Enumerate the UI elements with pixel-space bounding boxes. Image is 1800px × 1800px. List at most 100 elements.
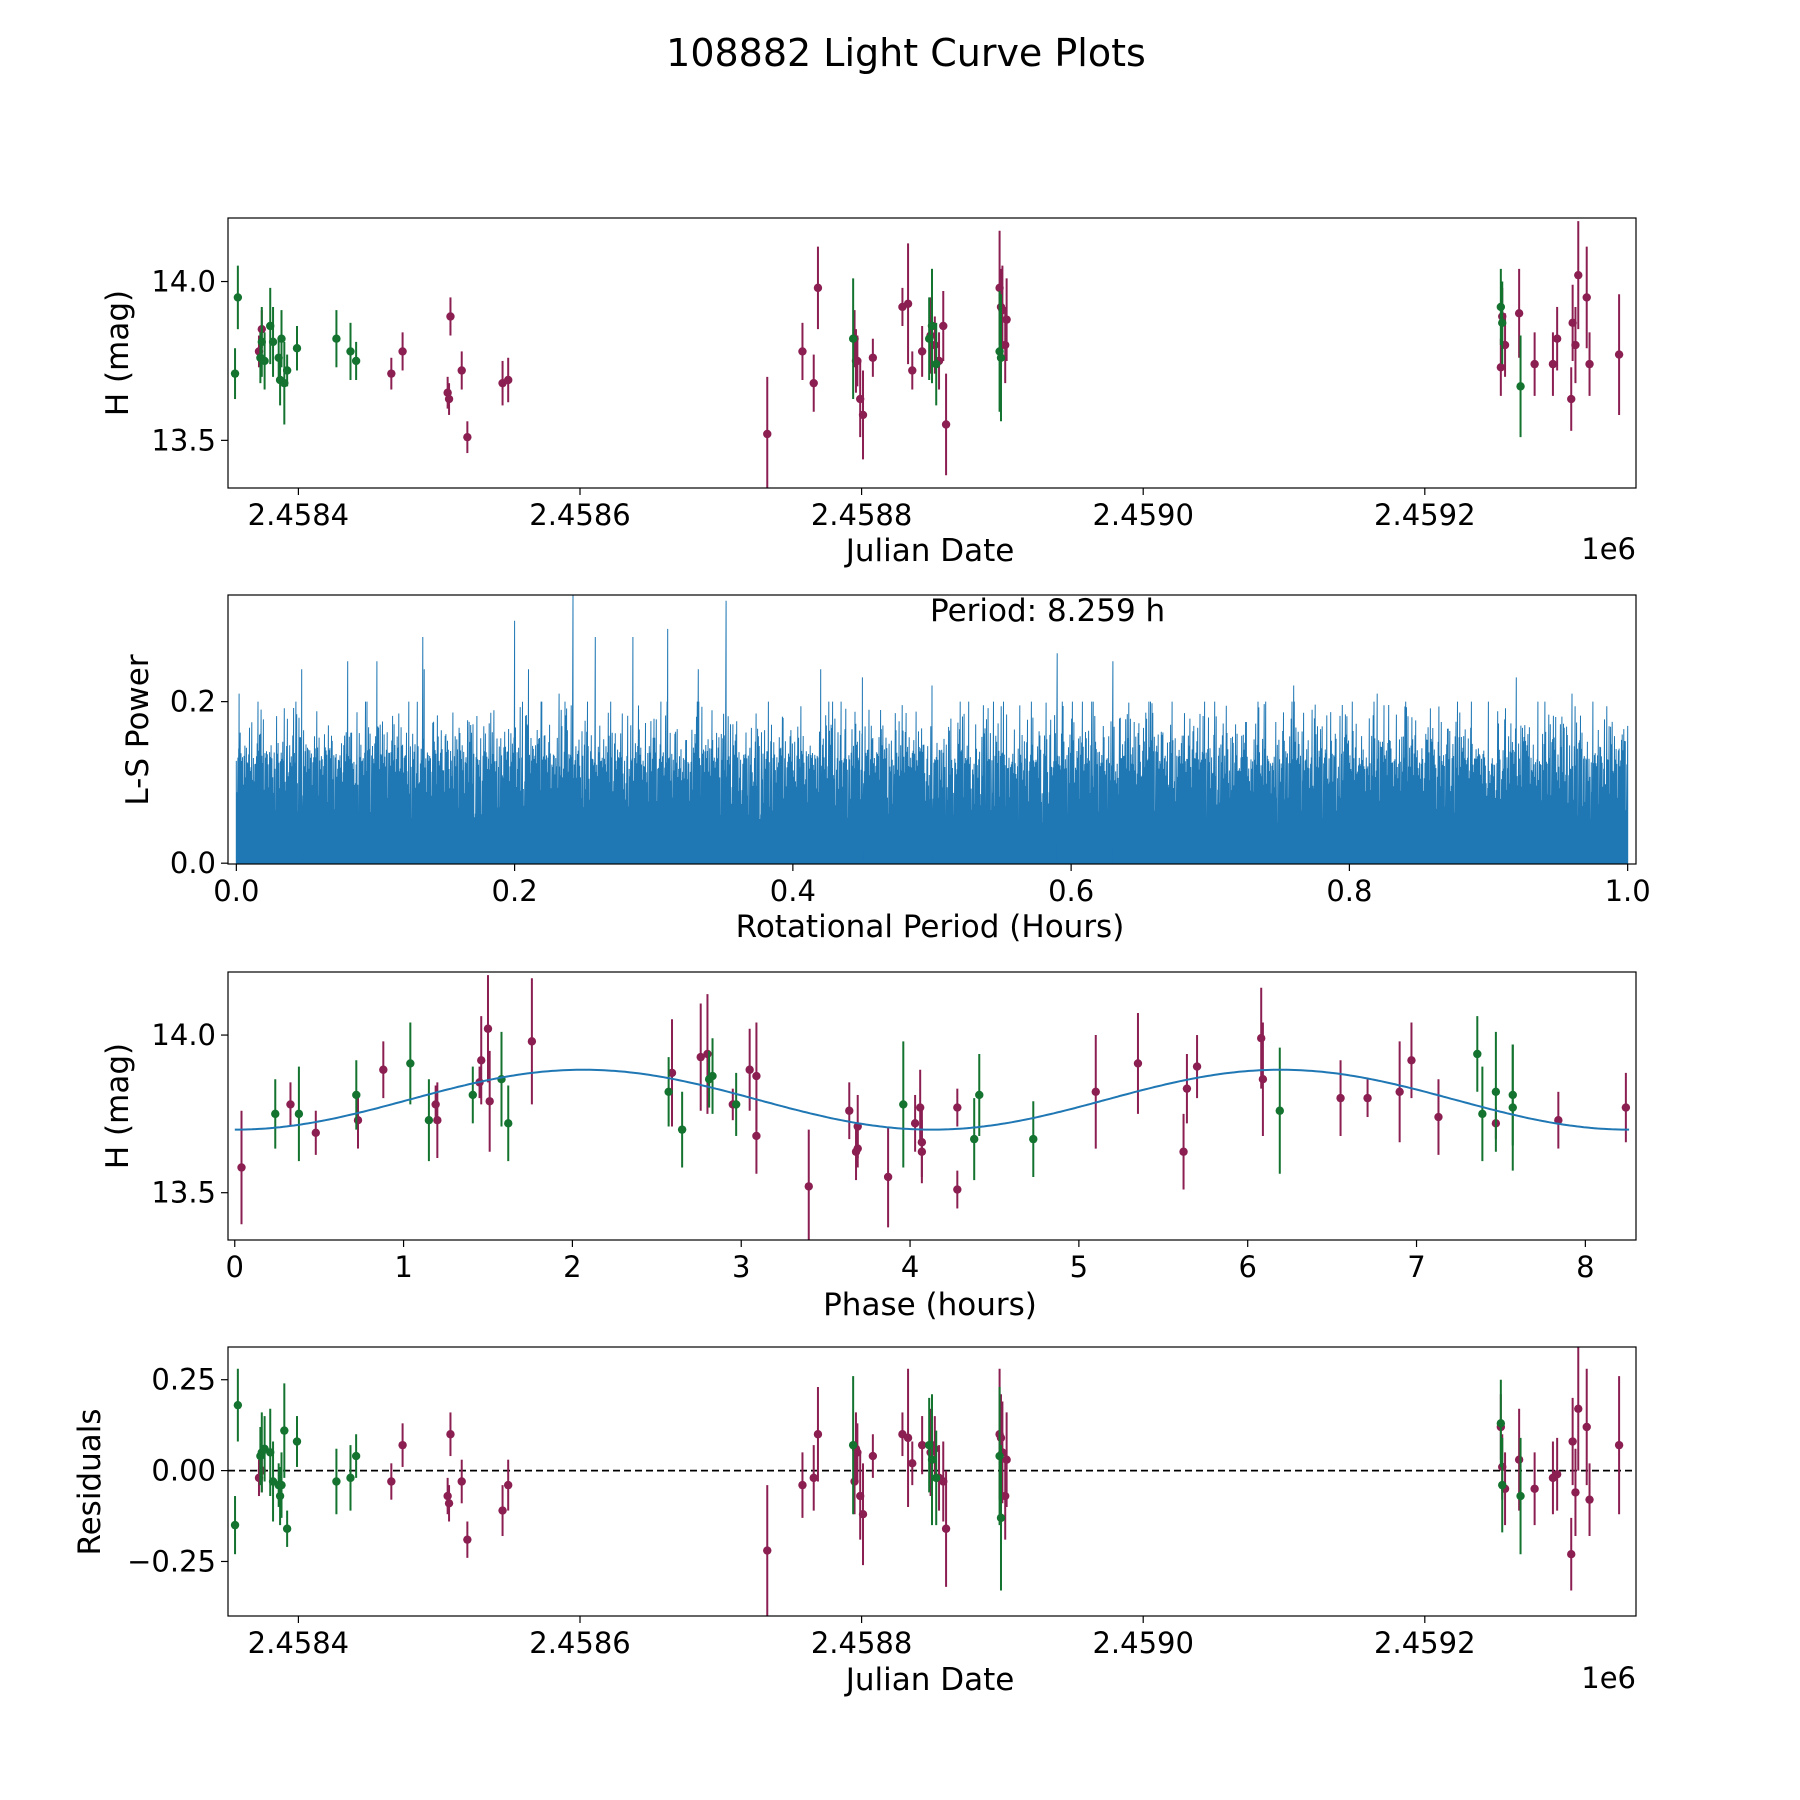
data-point-r: [498, 1506, 507, 1515]
data-point-r: [1258, 1075, 1268, 1084]
data-point-r: [941, 420, 951, 429]
phased-markers: [237, 975, 1631, 1240]
data-point-r: [1434, 1112, 1443, 1122]
periodogram-ticks: 0.0 0.2 0.4 0.6 0.8 1.0 0.0 0.2: [170, 685, 1651, 908]
data-point-g: [970, 1134, 979, 1144]
data-point-r: [477, 1056, 486, 1065]
data-point-r: [1621, 1103, 1631, 1112]
phased-fit-curve: [234, 1068, 1630, 1131]
data-point-r: [752, 1131, 761, 1141]
data-point-r: [696, 1052, 705, 1062]
data-point-g: [927, 1455, 937, 1464]
data-point-r: [1530, 359, 1539, 369]
data-point-r: [1182, 1084, 1192, 1093]
data-point-r: [1571, 1488, 1580, 1497]
data-point-g: [260, 356, 269, 366]
data-point-g: [664, 1087, 673, 1097]
data-point-g: [975, 1090, 984, 1100]
data-point-r: [1002, 315, 1011, 324]
data-point-r: [463, 1535, 472, 1544]
data-point-g: [848, 1440, 858, 1450]
periodogram-y-label: L-S Power: [120, 654, 156, 805]
data-point-r: [483, 1024, 493, 1033]
data-point-r: [457, 366, 466, 375]
data-point-g: [677, 1125, 687, 1134]
data-point-r: [387, 369, 396, 378]
period-annotation: Period: 8.259 h: [930, 593, 1165, 629]
x-tick-label: 0.8: [1326, 874, 1372, 908]
data-point-r: [398, 347, 407, 356]
data-point-g: [332, 334, 341, 343]
data-point-g: [230, 1520, 240, 1530]
x-tick-label: 2: [563, 1250, 581, 1284]
x-tick-label: 2.4590: [1092, 498, 1193, 532]
residuals-axes-frame: [227, 1346, 1637, 1617]
data-point-r: [1582, 1422, 1591, 1432]
data-point-r: [1530, 1484, 1539, 1493]
data-point-r: [1567, 394, 1576, 404]
data-point-g: [424, 1115, 434, 1125]
data-point-r: [463, 432, 472, 442]
data-point-g: [1473, 1049, 1482, 1059]
data-point-r: [1257, 1034, 1266, 1043]
lightcurve-y-label: H (mag): [100, 290, 136, 416]
data-point-g: [282, 1524, 292, 1533]
data-point-g: [1029, 1134, 1038, 1144]
data-point-g: [932, 359, 941, 369]
x-tick-label: 0.4: [770, 874, 816, 908]
residuals-y-label: Residuals: [72, 1408, 108, 1555]
x-tick-label: 3: [732, 1250, 750, 1284]
x-tick-label: 2.4586: [529, 498, 630, 532]
data-point-g: [995, 1451, 1004, 1461]
data-point-g: [332, 1477, 341, 1486]
data-point-r: [868, 1451, 878, 1461]
data-point-r: [503, 375, 513, 385]
periodogram-panel: 0.0 0.2 0.4 0.6 0.8 1.0 0.0 0.2 Period: 8.259 h…: [120, 593, 1651, 945]
data-point-g: [271, 1109, 280, 1119]
data-point-r: [446, 1430, 455, 1439]
data-point-r: [1395, 1087, 1404, 1097]
data-point-r: [1582, 293, 1591, 302]
data-point-g: [1496, 1419, 1506, 1428]
data-point-r: [1001, 1491, 1010, 1501]
data-point-r: [953, 1103, 962, 1112]
data-point-r: [953, 1185, 962, 1194]
data-point-r: [917, 347, 927, 356]
data-point-r: [433, 1115, 442, 1125]
x-tick-label: 2.4584: [248, 498, 349, 532]
residuals-panel: 2.4584 2.4586 2.4588 2.4590 2.4592 −0.25 0.00 0…: [72, 1346, 1637, 1698]
data-point-g: [848, 334, 858, 343]
data-point-r: [1496, 363, 1506, 372]
data-point-g: [1498, 1480, 1507, 1490]
lightcurve-ticks: 2.4584 2.4586 2.4588 2.4590 2.4592 13.5 14.0: [151, 265, 1475, 532]
data-point-r: [804, 1182, 813, 1191]
data-point-g: [346, 347, 355, 356]
data-point-r: [1548, 359, 1558, 369]
data-point-r: [939, 321, 948, 331]
data-point-r: [1514, 309, 1524, 318]
data-point-g: [1275, 1106, 1284, 1115]
data-point-g: [292, 1437, 302, 1446]
data-point-g: [275, 1491, 285, 1501]
data-point-r: [1554, 1115, 1563, 1125]
phased-ticks: 0 1 2 3 4 5 6 7 8 13.5 14.0: [151, 1018, 1594, 1284]
data-point-g: [282, 366, 292, 375]
data-point-g: [351, 356, 361, 366]
data-point-r: [1192, 1062, 1202, 1071]
data-point-r: [809, 1473, 818, 1483]
x-tick-label: 6: [1238, 1250, 1256, 1284]
data-point-g: [899, 1100, 908, 1109]
data-point-r: [379, 1065, 388, 1074]
data-point-g: [352, 1090, 361, 1100]
data-point-r: [908, 366, 917, 375]
periodogram-axes-frame: [227, 594, 1637, 865]
residuals-ticks: 2.4584 2.4586 2.4588 2.4590 2.4592 −0.25 0.00 0…: [127, 1363, 1475, 1660]
data-point-g: [1496, 302, 1506, 312]
x-tick-label: 7: [1407, 1250, 1425, 1284]
data-point-r: [809, 378, 818, 388]
data-point-r: [1574, 270, 1583, 280]
data-point-g: [1498, 318, 1507, 328]
y-tick-label: 13.5: [151, 423, 216, 457]
data-point-r: [1179, 1147, 1188, 1156]
